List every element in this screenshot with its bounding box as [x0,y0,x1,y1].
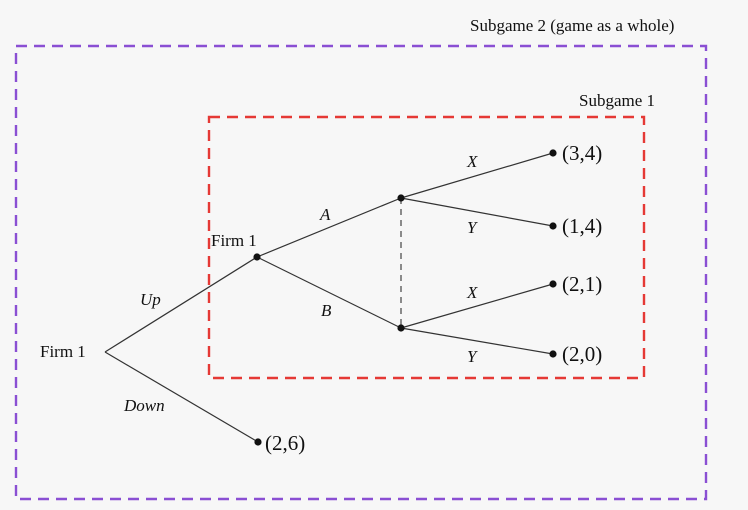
payoff-bx: (2,1) [562,272,602,296]
subgame-2-label: Subgame 2 (game as a whole) [470,16,674,35]
payoff-ay: (1,4) [562,214,602,238]
action-label-up: Up [140,290,161,309]
second-player-label: Firm 1 [211,231,257,250]
payoff-down: (2,6) [265,431,305,455]
action-label-y-top: Y [467,218,478,237]
edge-up [104,256,258,353]
decision-node-after-b [397,324,405,332]
edge-a-y [400,197,554,227]
payoff-ax: (3,4) [562,141,602,165]
subgame-2-outer-box [14,44,708,501]
terminal-node-by [549,350,557,358]
action-label-a: A [319,205,331,224]
action-label-b: B [321,301,332,320]
edge-down [104,351,259,443]
payoff-by: (2,0) [562,342,602,366]
root-player-label: Firm 1 [40,342,86,361]
edge-a-x [400,152,554,199]
terminal-node-ay [549,222,557,230]
terminal-node-down [254,438,262,446]
edge-b-y [400,327,554,355]
edge-b-x [400,283,554,329]
decision-node-firm1-second [253,253,261,261]
action-label-x-bottom: X [466,283,478,302]
terminal-node-bx [549,280,557,288]
decision-node-after-a [397,194,405,202]
action-label-x-top: X [466,152,478,171]
edge-a [256,197,402,258]
terminal-node-ax [549,149,557,157]
subgame-1-inner-box [207,115,646,380]
action-label-y-bottom: Y [467,347,478,366]
action-label-down: Down [123,396,165,415]
subgame-1-label: Subgame 1 [579,91,655,110]
edge-b [256,256,402,329]
